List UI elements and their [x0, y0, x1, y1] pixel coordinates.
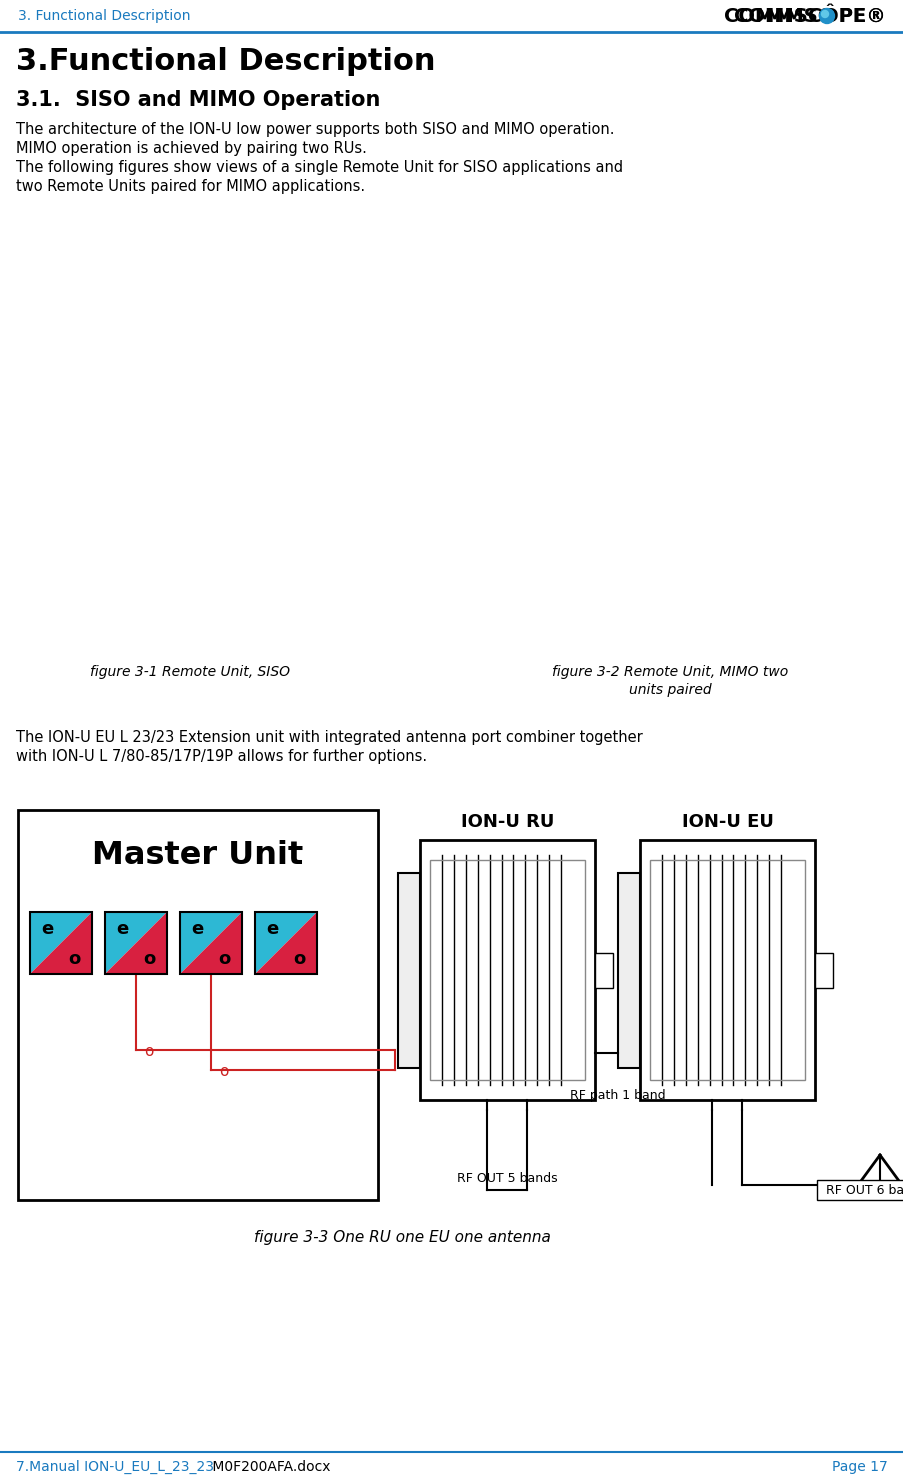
- Text: RF path 1 band: RF path 1 band: [569, 1089, 665, 1103]
- Text: The architecture of the ION-U low power supports both SISO and MIMO operation.: The architecture of the ION-U low power …: [16, 122, 614, 136]
- Bar: [594, 953, 612, 987]
- Text: o: o: [293, 950, 305, 968]
- Polygon shape: [105, 911, 167, 974]
- Bar: [397, 873, 420, 1067]
- Bar: [255, 911, 317, 974]
- Text: RF OUT 5 bands: RF OUT 5 bands: [457, 1172, 557, 1186]
- Text: two Remote Units paired for MIMO applications.: two Remote Units paired for MIMO applica…: [16, 179, 365, 194]
- Text: The following figures show views of a single Remote Unit for SISO applications a: The following figures show views of a si…: [16, 160, 622, 175]
- Text: figure 3-2 Remote Unit, MIMO two: figure 3-2 Remote Unit, MIMO two: [551, 665, 787, 679]
- Text: RF OUT 6 bands: RF OUT 6 bands: [824, 1184, 903, 1197]
- Text: Master Unit: Master Unit: [92, 839, 303, 870]
- Bar: [649, 860, 804, 1080]
- Bar: [430, 860, 584, 1080]
- Bar: [420, 840, 594, 1100]
- Text: 7.Manual ION-U_EU_L_23_23: 7.Manual ION-U_EU_L_23_23: [16, 1460, 214, 1475]
- Bar: [105, 911, 167, 974]
- Text: ION-U EU: ION-U EU: [681, 814, 773, 831]
- Text: units paired: units paired: [628, 683, 711, 697]
- Text: figure 3-3 One RU one EU one antenna: figure 3-3 One RU one EU one antenna: [253, 1230, 550, 1245]
- Polygon shape: [30, 911, 92, 974]
- Bar: [180, 911, 242, 974]
- Text: M0F200AFA.docx: M0F200AFA.docx: [208, 1460, 330, 1475]
- Text: e: e: [116, 920, 128, 938]
- Text: o: o: [69, 950, 80, 968]
- Text: MIMO operation is achieved by pairing two RUs.: MIMO operation is achieved by pairing tw…: [16, 141, 367, 156]
- Text: e: e: [42, 920, 53, 938]
- Text: The ION-U EU L 23/23 Extension unit with integrated antenna port combiner togeth: The ION-U EU L 23/23 Extension unit with…: [16, 731, 642, 745]
- Text: o: o: [144, 950, 155, 968]
- Text: e: e: [266, 920, 278, 938]
- Bar: [30, 911, 92, 974]
- Text: o: o: [219, 950, 230, 968]
- Bar: [816, 1180, 903, 1200]
- Polygon shape: [255, 911, 317, 974]
- Bar: [815, 953, 832, 987]
- Polygon shape: [105, 911, 167, 974]
- Circle shape: [821, 10, 827, 18]
- Polygon shape: [180, 911, 242, 974]
- Bar: [618, 873, 639, 1067]
- Text: 3.1.  SISO and MIMO Operation: 3.1. SISO and MIMO Operation: [16, 90, 380, 110]
- Text: o: o: [144, 1045, 154, 1060]
- Bar: [639, 840, 815, 1100]
- Text: ION-U RU: ION-U RU: [461, 814, 554, 831]
- Text: COMMSCÔPE®: COMMSCÔPE®: [723, 6, 885, 25]
- Text: figure 3-1 Remote Unit, SISO: figure 3-1 Remote Unit, SISO: [90, 665, 290, 679]
- Text: Page 17: Page 17: [832, 1460, 887, 1475]
- Text: e: e: [191, 920, 203, 938]
- Polygon shape: [255, 911, 317, 974]
- Text: 3.Functional Description: 3.Functional Description: [16, 47, 435, 77]
- Text: 3. Functional Description: 3. Functional Description: [18, 9, 191, 24]
- Polygon shape: [30, 911, 92, 974]
- Text: o: o: [219, 1064, 228, 1079]
- Circle shape: [819, 9, 833, 24]
- Text: with ION-U L 7/80-85/17P/19P allows for further options.: with ION-U L 7/80-85/17P/19P allows for …: [16, 748, 426, 765]
- Text: COMMSC PE®: COMMSC PE®: [733, 6, 885, 25]
- Bar: [18, 811, 377, 1200]
- Polygon shape: [180, 911, 242, 974]
